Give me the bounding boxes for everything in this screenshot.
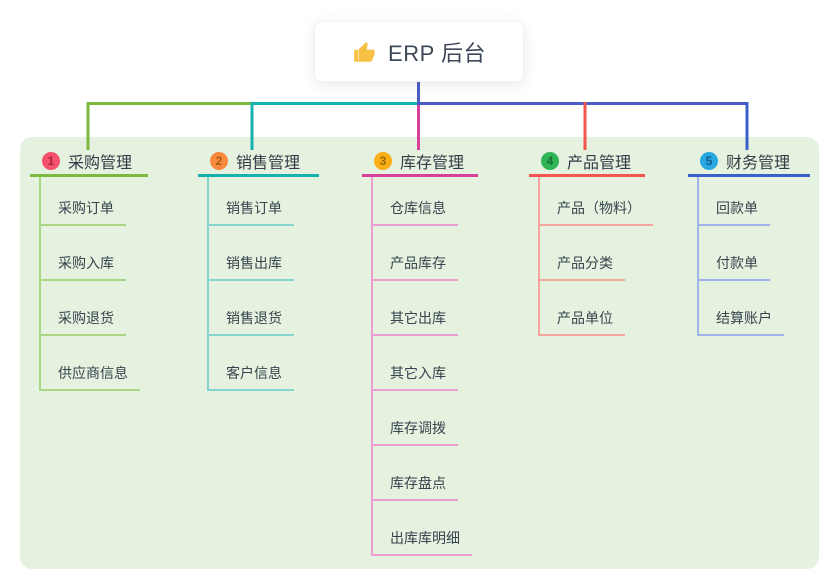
topic-node[interactable]: 库存调拨	[373, 391, 478, 446]
topic-label: 付款单	[699, 253, 770, 281]
branch-label: 采购管理	[68, 155, 133, 172]
badge-1-icon: 1	[42, 152, 60, 170]
topic-node[interactable]: 结算账户	[699, 281, 810, 336]
topic-node[interactable]: 客户信息	[209, 336, 319, 391]
topic-label: 产品库存	[373, 253, 458, 281]
topic-node[interactable]: 采购订单	[41, 177, 148, 226]
branch-finance-header[interactable]: 5 财务管理	[688, 148, 810, 177]
topic-label: 库存调拨	[373, 418, 458, 446]
branch-finance-items: 回款单 付款单 结算账户	[697, 177, 810, 336]
topic-node[interactable]: 产品库存	[373, 226, 478, 281]
topic-node[interactable]: 其它入库	[373, 336, 478, 391]
topic-label: 仓库信息	[373, 198, 458, 226]
thumbs-up-icon	[354, 41, 375, 62]
topic-node[interactable]: 供应商信息	[41, 336, 148, 391]
topic-label: 销售订单	[209, 198, 294, 226]
topic-label: 库存盘点	[373, 473, 458, 501]
topic-label: 供应商信息	[41, 363, 140, 391]
badge-5-icon: 5	[700, 152, 718, 170]
topic-label: 回款单	[699, 198, 770, 226]
branch-purchase: 1 采购管理 采购订单 采购入库 采购退货 供应商信息	[30, 148, 148, 391]
topic-node[interactable]: 仓库信息	[373, 177, 478, 226]
topic-node[interactable]: 销售订单	[209, 177, 319, 226]
topic-label: 出库库明细	[373, 528, 472, 556]
topic-node[interactable]: 库存盘点	[373, 446, 478, 501]
topic-label: 结算账户	[699, 308, 784, 336]
topic-label: 采购退货	[41, 308, 126, 336]
topic-node[interactable]: 产品单位	[540, 281, 645, 336]
topic-label: 销售出库	[209, 253, 294, 281]
branches-background-panel	[20, 137, 819, 569]
topic-node[interactable]: 销售出库	[209, 226, 319, 281]
branch-purchase-header[interactable]: 1 采购管理	[30, 148, 148, 177]
topic-node[interactable]: 出库库明细	[373, 501, 478, 556]
branch-label: 财务管理	[726, 155, 791, 172]
branch-product-items: 产品（物料） 产品分类 产品单位	[538, 177, 653, 336]
branch-sales: 2 销售管理 销售订单 销售出库 销售退货 客户信息	[198, 148, 319, 391]
branch-label: 库存管理	[400, 155, 465, 172]
topic-node[interactable]: 其它出库	[373, 281, 478, 336]
topic-label: 采购订单	[41, 198, 126, 226]
topic-node[interactable]: 付款单	[699, 226, 810, 281]
topic-label: 客户信息	[209, 363, 294, 391]
badge-4-icon: 4	[541, 152, 559, 170]
branch-product: 4 产品管理 产品（物料） 产品分类 产品单位	[529, 148, 653, 336]
root-topic-erp[interactable]: ERP 后台	[314, 21, 524, 82]
topic-label: 产品分类	[540, 253, 625, 281]
topic-node[interactable]: 产品分类	[540, 226, 645, 281]
topic-label: 产品（物料）	[540, 198, 653, 226]
topic-node[interactable]: 采购退货	[41, 281, 148, 336]
badge-3-icon: 3	[374, 152, 392, 170]
branch-label: 销售管理	[236, 155, 301, 172]
topic-node[interactable]: 回款单	[699, 177, 810, 226]
topic-node[interactable]: 采购入库	[41, 226, 148, 281]
branch-sales-header[interactable]: 2 销售管理	[198, 148, 319, 177]
root-title: ERP 后台	[388, 40, 486, 66]
topic-label: 其它入库	[373, 363, 458, 391]
branch-inventory-items: 仓库信息 产品库存 其它出库 其它入库 库存调拨 库存盘点 出库库明细	[371, 177, 478, 556]
topic-label: 其它出库	[373, 308, 458, 336]
branch-inventory: 3 库存管理 仓库信息 产品库存 其它出库 其它入库 库存调拨 库存盘点 出库库…	[362, 148, 478, 556]
branch-purchase-items: 采购订单 采购入库 采购退货 供应商信息	[39, 177, 148, 391]
branch-sales-items: 销售订单 销售出库 销售退货 客户信息	[207, 177, 319, 391]
badge-2-icon: 2	[210, 152, 228, 170]
topic-label: 产品单位	[540, 308, 625, 336]
topic-label: 采购入库	[41, 253, 126, 281]
topic-label: 销售退货	[209, 308, 294, 336]
branch-finance: 5 财务管理 回款单 付款单 结算账户	[688, 148, 810, 336]
topic-node[interactable]: 产品（物料）	[540, 177, 653, 226]
branch-label: 产品管理	[567, 155, 632, 172]
branch-inventory-header[interactable]: 3 库存管理	[362, 148, 478, 177]
branch-product-header[interactable]: 4 产品管理	[529, 148, 645, 177]
topic-node[interactable]: 销售退货	[209, 281, 319, 336]
